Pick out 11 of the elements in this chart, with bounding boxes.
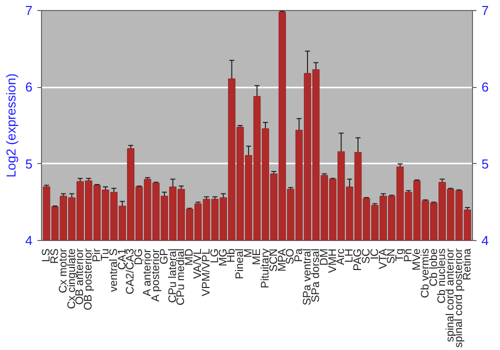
y2-tick-label: 6 [482,80,489,95]
y-tick-label: 6 [25,80,33,95]
y-tick-label: 7 [25,3,33,18]
y-tick-label: 4 [25,233,33,248]
y2-tick-label: 4 [482,233,489,248]
y-axis-title: Log2 (expression) [3,73,18,178]
x-tick-label: Tg [394,248,406,262]
x-tick-label: Retina [461,248,474,280]
y2-tick-label: 7 [482,3,489,18]
y2-tick-label: 5 [482,156,489,172]
y-tick-label: 5 [25,156,33,172]
